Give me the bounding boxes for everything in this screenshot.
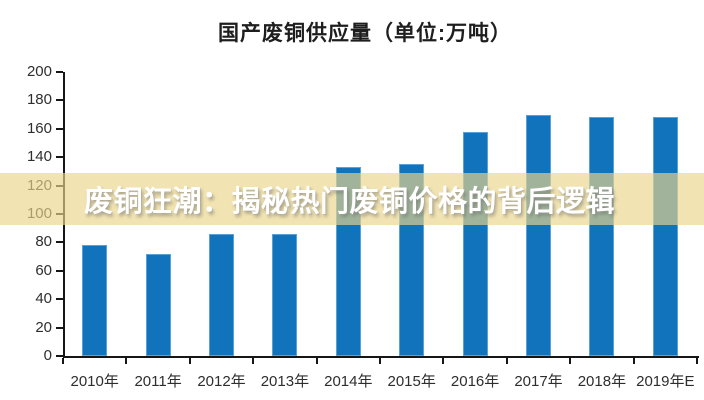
x-axis-tick-mark <box>505 358 508 364</box>
y-axis-tick-label: 40 <box>35 290 52 308</box>
bar-2017年 <box>526 114 551 356</box>
chart-title: 国产废铜供应量（单位:万吨） <box>218 22 512 45</box>
x-axis-tick-mark <box>696 358 698 364</box>
y-axis-tick-label: 0 <box>43 347 52 364</box>
x-axis-tick-mark <box>125 358 128 364</box>
x-axis-tick-label: 2015年 <box>387 373 436 390</box>
x-axis-tick-label: 2018年 <box>577 373 627 390</box>
x-axis-tick-label: 2019年E <box>636 373 695 390</box>
y-axis-tick-mark <box>56 269 63 272</box>
y-axis-tick-label: 60 <box>35 261 52 279</box>
bar-2016年 <box>462 131 488 356</box>
x-axis-tick-label: 2012年 <box>197 373 246 390</box>
x-axis-tick-label: 2010年 <box>70 373 119 390</box>
y-axis-tick-mark <box>56 127 63 130</box>
y-axis-tick-label: 140 <box>26 148 52 166</box>
headline-text: 废铜狂潮：揭秘热门废铜价格的背后逻辑 <box>84 186 616 218</box>
x-axis-tick-label: 2017年 <box>514 373 563 390</box>
bar-2011年 <box>145 253 171 356</box>
y-axis-tick-mark <box>56 99 63 102</box>
x-axis-tick-label: 2014年 <box>324 373 373 390</box>
y-axis-tick-label: 160 <box>26 119 52 137</box>
bar-2010年 <box>82 245 108 356</box>
y-axis-tick-mark <box>56 355 63 357</box>
x-axis-tick-label: 2011年 <box>134 373 182 390</box>
headline-overlay-band: 废铜狂潮：揭秘热门废铜价格的背后逻辑 <box>0 173 704 225</box>
bar-2018年 <box>589 117 615 356</box>
y-axis-tick-mark <box>56 326 63 329</box>
y-axis-tick-label: 80 <box>35 233 52 251</box>
bar-2012年 <box>209 233 234 356</box>
y-axis-tick-mark <box>56 156 63 159</box>
x-axis-tick-mark <box>442 358 445 364</box>
y-axis-tick-mark <box>56 71 63 73</box>
x-axis-tick-label: 2013年 <box>260 373 310 390</box>
y-axis-tick-mark <box>56 298 63 301</box>
x-axis-tick-mark <box>252 358 255 364</box>
x-axis-tick-mark <box>569 358 572 364</box>
y-axis-tick-label: 180 <box>26 91 52 109</box>
bar-2013年 <box>272 233 298 356</box>
x-axis-tick-mark <box>315 358 318 364</box>
x-axis-tick-label: 2016年 <box>450 373 500 390</box>
x-axis-line <box>63 356 699 358</box>
y-axis-tick-label: 20 <box>35 318 52 336</box>
y-axis-tick-label: 200 <box>26 63 52 80</box>
x-axis-tick-mark <box>62 358 64 364</box>
x-axis-tick-mark <box>188 358 191 364</box>
bar-2019年E <box>652 117 678 356</box>
x-axis-tick-mark <box>632 358 635 364</box>
x-axis-tick-mark <box>379 358 381 364</box>
y-axis-tick-mark <box>56 241 63 244</box>
